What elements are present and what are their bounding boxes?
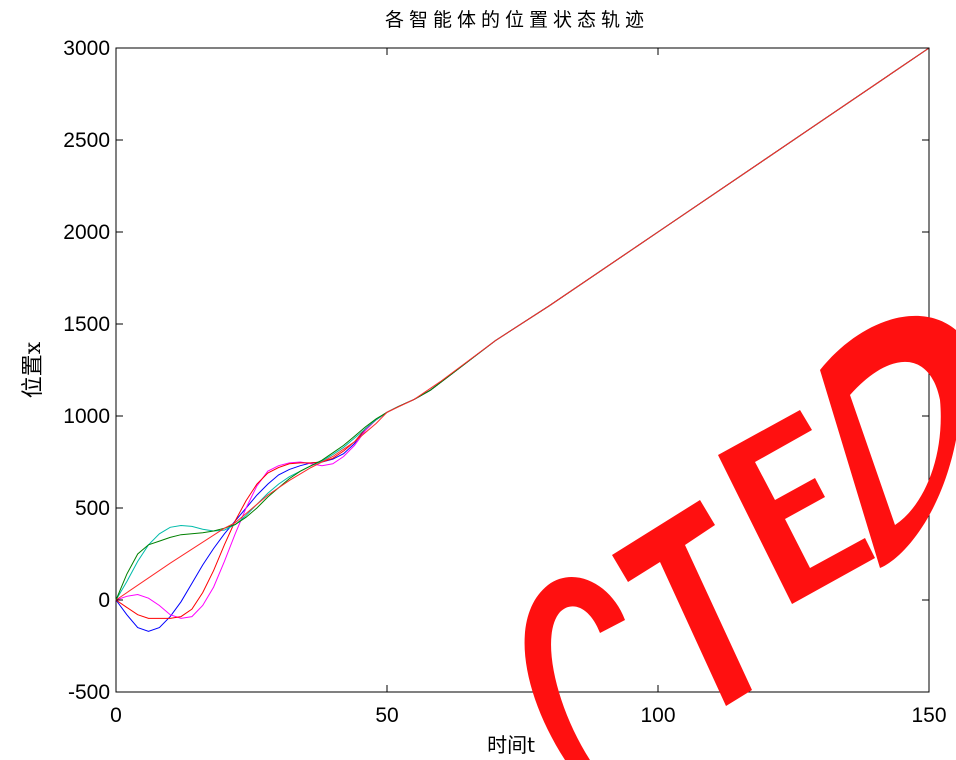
- y-tick-label-3: 1000: [63, 405, 110, 428]
- redacted-watermark: [524, 315, 956, 760]
- x-tick-label-2: 100: [640, 704, 675, 727]
- watermark-letter-t: [612, 500, 752, 706]
- y-tick-label-6: 2500: [63, 129, 110, 152]
- y-tick-label-4: 1500: [63, 313, 110, 336]
- y-tick-label-5: 2000: [63, 221, 110, 244]
- series-line-6: [115, 47, 930, 601]
- watermark-letter-d: [820, 315, 956, 568]
- x-tick-label-1: 50: [375, 704, 398, 727]
- y-tick-label-7: 3000: [63, 37, 110, 60]
- watermark-letter-c: [524, 577, 625, 760]
- x-tick-label-0: 0: [110, 704, 122, 727]
- x-axis-label: 时间t: [487, 733, 535, 757]
- y-tick-label-1: 0: [98, 589, 110, 612]
- x-tick-label-3: 150: [911, 704, 946, 727]
- y-tick-label-2: 500: [75, 497, 110, 520]
- chart-title: 各智能体的位置状态轨迹: [385, 9, 649, 31]
- y-axis-label: 位置x: [21, 341, 46, 398]
- series-line-5: [115, 47, 930, 601]
- y-tick-label-0: -500: [68, 681, 110, 704]
- watermark-letter-e: [718, 410, 875, 604]
- series-layer: [115, 47, 930, 632]
